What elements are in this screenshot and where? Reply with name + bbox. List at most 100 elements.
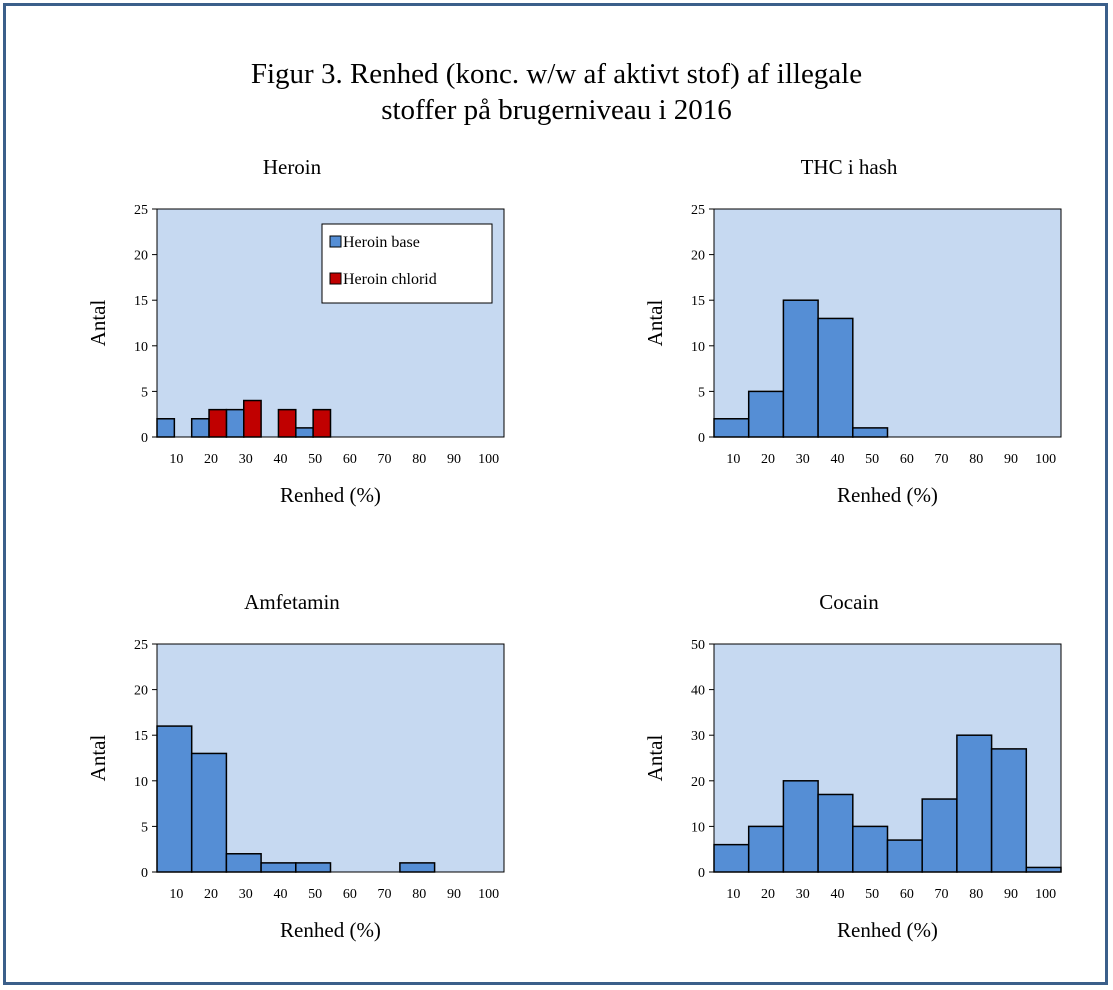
x-tick-label: 100 bbox=[478, 887, 499, 902]
x-tick-label: 40 bbox=[830, 452, 844, 467]
x-tick-label: 30 bbox=[796, 452, 810, 467]
figure-title-line-2: stoffer på brugerniveau i 2016 bbox=[381, 94, 732, 126]
y-axis-label: Antal bbox=[643, 735, 667, 782]
bar bbox=[747, 825, 785, 873]
bar bbox=[156, 418, 176, 438]
x-tick-label: 20 bbox=[204, 887, 218, 902]
x-tick-label: 10 bbox=[169, 452, 183, 467]
y-tick-label: 50 bbox=[691, 638, 705, 653]
x-tick-label: 40 bbox=[273, 452, 287, 467]
bar bbox=[312, 408, 332, 438]
x-tick-label: 100 bbox=[478, 452, 499, 467]
x-axis-label: Renhed (%) bbox=[837, 483, 938, 507]
y-tick-label: 5 bbox=[141, 820, 148, 835]
legend-label: Heroin base bbox=[343, 234, 420, 251]
x-tick-label: 70 bbox=[935, 887, 949, 902]
x-tick-label: 20 bbox=[761, 887, 775, 902]
bar bbox=[886, 839, 923, 873]
x-tick-label: 70 bbox=[935, 452, 949, 467]
bar bbox=[921, 798, 958, 873]
bar bbox=[713, 418, 750, 438]
y-axis-label: Antal bbox=[643, 300, 667, 347]
y-tick-label: 5 bbox=[698, 385, 705, 400]
bar bbox=[190, 418, 210, 438]
bar bbox=[817, 793, 854, 873]
bar bbox=[208, 408, 228, 438]
y-axis-label: Antal bbox=[86, 300, 110, 347]
chart-title-cocain: Cocain bbox=[819, 590, 879, 614]
x-axis-label: Renhed (%) bbox=[837, 918, 938, 942]
x-tick-label: 50 bbox=[308, 452, 322, 467]
x-tick-label: 60 bbox=[900, 452, 914, 467]
bar bbox=[852, 825, 889, 873]
legend-heroin: Heroin base Heroin chlorid bbox=[321, 223, 493, 304]
y-tick-label: 25 bbox=[134, 638, 148, 653]
bar bbox=[243, 399, 262, 438]
chart-cocain: 0 10 20 30 40 50 10 20 30 40 50 60 70 80 90 100 Renhed (… bbox=[643, 638, 1062, 942]
bar bbox=[782, 780, 819, 873]
y-tick-label: 0 bbox=[698, 431, 705, 446]
bar bbox=[225, 853, 262, 873]
bar bbox=[225, 408, 245, 438]
bar bbox=[260, 862, 297, 873]
x-tick-label: 60 bbox=[900, 887, 914, 902]
figure-title-line-1: Figur 3. Renhed (konc. w/w af aktivt sto… bbox=[250, 58, 863, 90]
y-tick-label: 40 bbox=[691, 684, 705, 699]
x-tick-label: 40 bbox=[830, 887, 844, 902]
x-tick-label: 100 bbox=[1035, 452, 1056, 467]
y-tick-label: 20 bbox=[691, 249, 705, 264]
x-tick-label: 20 bbox=[204, 452, 218, 467]
y-tick-label: 5 bbox=[141, 385, 148, 400]
y-tick-label: 0 bbox=[141, 866, 148, 881]
x-tick-label: 60 bbox=[343, 887, 357, 902]
bar bbox=[852, 427, 889, 438]
legend-label: Heroin chlorid bbox=[343, 271, 437, 288]
bar bbox=[399, 862, 436, 873]
chart-heroin: 0 5 10 15 20 25 10 20 30 40 50 60 70 80 90 100 Renhed (%… bbox=[86, 203, 505, 507]
x-axis-label: Renhed (%) bbox=[280, 483, 381, 507]
x-tick-label: 30 bbox=[239, 452, 253, 467]
bar bbox=[956, 734, 993, 873]
x-tick-label: 10 bbox=[726, 887, 740, 902]
x-axis-label: Renhed (%) bbox=[280, 918, 381, 942]
bar bbox=[156, 725, 193, 873]
y-tick-label: 10 bbox=[691, 820, 705, 835]
x-tick-label: 80 bbox=[412, 887, 426, 902]
y-tick-label: 20 bbox=[691, 775, 705, 790]
x-tick-label: 70 bbox=[378, 887, 392, 902]
x-tick-label: 80 bbox=[969, 887, 983, 902]
chart-title-amfetamin: Amfetamin bbox=[244, 590, 340, 614]
x-tick-label: 90 bbox=[447, 452, 461, 467]
y-tick-label: 15 bbox=[134, 729, 148, 744]
x-tick-label: 20 bbox=[761, 452, 775, 467]
y-tick-label: 20 bbox=[134, 249, 148, 264]
legend-swatch bbox=[329, 272, 342, 285]
bar bbox=[295, 862, 332, 873]
y-tick-label: 0 bbox=[698, 866, 705, 881]
chart-thc: 0 5 10 15 20 25 10 20 30 40 50 60 70 80 90 100 Renhed (%… bbox=[643, 203, 1062, 507]
x-tick-label: 10 bbox=[726, 452, 740, 467]
x-tick-label: 90 bbox=[1004, 452, 1018, 467]
x-tick-label: 50 bbox=[865, 887, 879, 902]
y-tick-label: 25 bbox=[134, 203, 148, 218]
x-tick-label: 70 bbox=[378, 452, 392, 467]
x-tick-label: 80 bbox=[969, 452, 983, 467]
y-tick-label: 20 bbox=[134, 684, 148, 699]
y-tick-label: 10 bbox=[691, 340, 705, 355]
bar bbox=[990, 748, 1028, 873]
bar bbox=[295, 427, 314, 438]
bar bbox=[747, 390, 785, 438]
legend-swatch bbox=[329, 235, 342, 248]
bar bbox=[190, 752, 228, 873]
y-tick-label: 10 bbox=[134, 775, 148, 790]
x-tick-label: 90 bbox=[447, 887, 461, 902]
bar bbox=[817, 317, 854, 438]
y-tick-label: 15 bbox=[691, 294, 705, 309]
bar bbox=[713, 843, 750, 873]
bar bbox=[1025, 866, 1062, 873]
y-tick-label: 10 bbox=[134, 340, 148, 355]
x-tick-label: 80 bbox=[412, 452, 426, 467]
x-tick-label: 60 bbox=[343, 452, 357, 467]
x-tick-label: 90 bbox=[1004, 887, 1018, 902]
x-tick-label: 40 bbox=[273, 887, 287, 902]
